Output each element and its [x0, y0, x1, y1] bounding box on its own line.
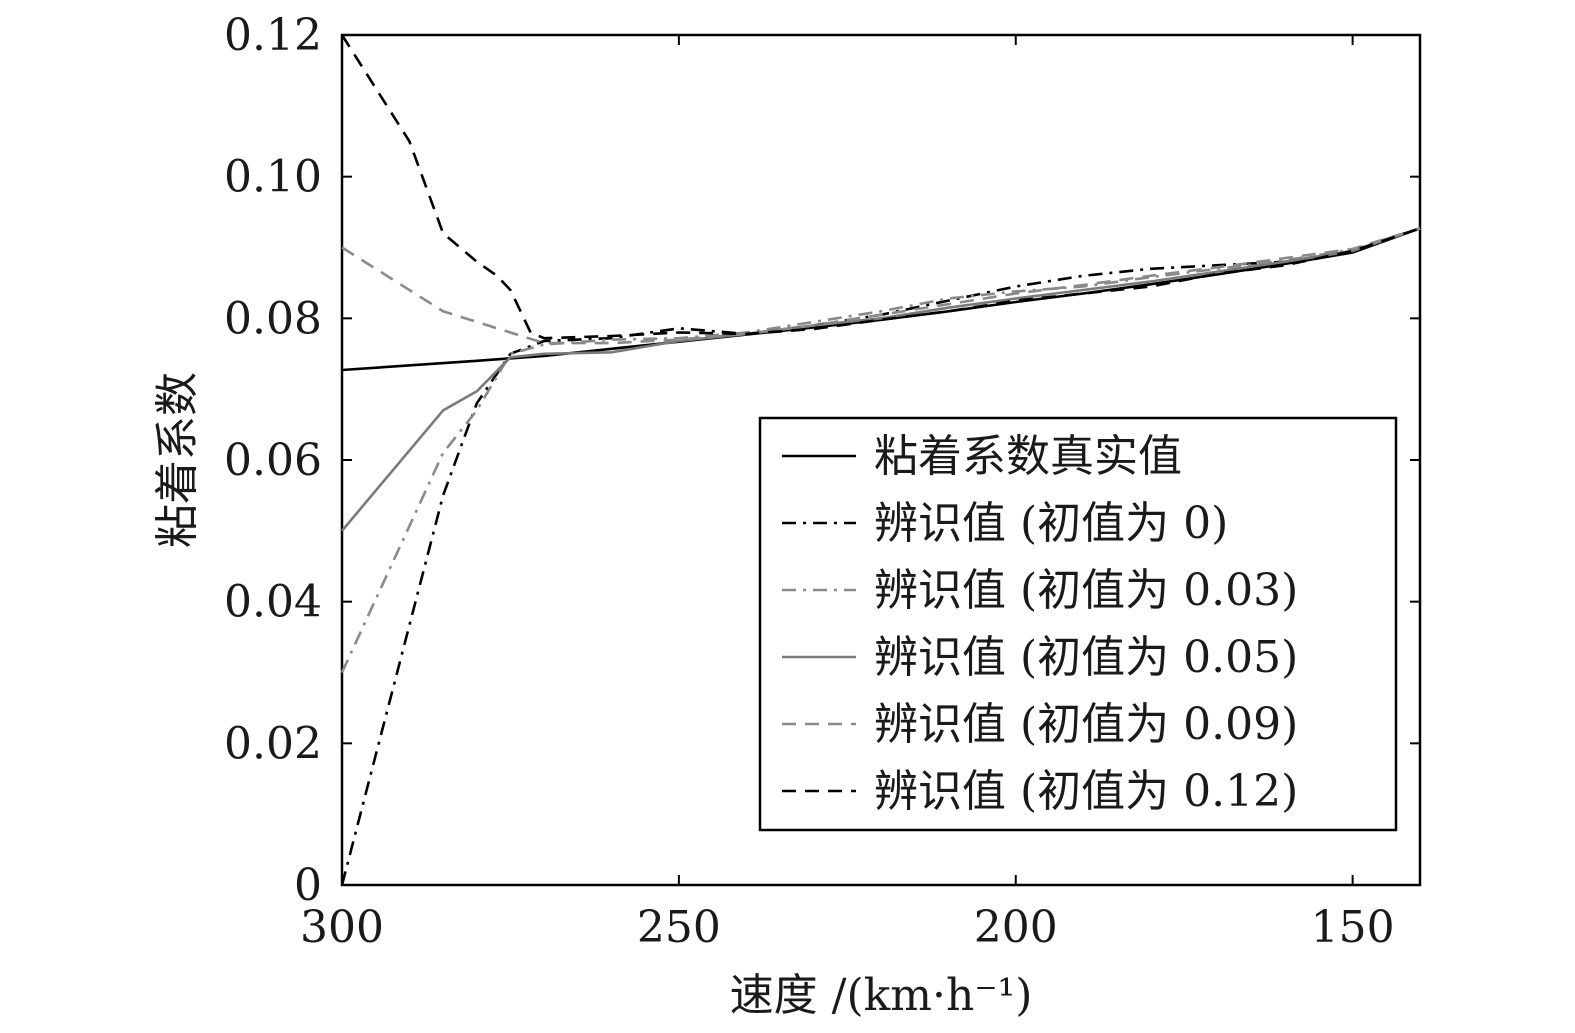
y-axis-title: 粘着系数: [152, 372, 203, 548]
y-tick-label: 0.04: [224, 577, 322, 628]
y-axis: 0 0.02 0.04 0.06 0.08 0.10 0.12: [224, 10, 1420, 911]
x-tick-label: 150: [1311, 902, 1395, 953]
series-line-0: [341, 227, 1421, 372]
x-tick-label: 200: [974, 902, 1058, 953]
x-axis-title: 速度 /(km·h⁻¹): [730, 970, 1033, 1021]
x-tick-label: 300: [300, 902, 384, 953]
legend-label-2: 辨识值 (初值为 0.03): [874, 565, 1298, 616]
series-line-3: [341, 227, 1421, 532]
legend-box: [758, 416, 1398, 832]
x-axis: 300 250 200 150: [300, 35, 1395, 953]
legend-label-5: 辨识值 (初值为 0.12): [874, 766, 1298, 817]
legend-label-3: 辨识值 (初值为 0.05): [874, 632, 1298, 683]
series-line-5: [340, 34, 1421, 340]
legend-label-0: 粘着系数真实值: [874, 431, 1182, 482]
x-tick-label: 250: [637, 902, 721, 953]
y-tick-label: 0.06: [224, 435, 322, 486]
legend-label-4: 辨识值 (初值为 0.09): [874, 699, 1298, 750]
y-tick-label: 0.10: [224, 152, 322, 203]
y-tick-label: 0.12: [224, 10, 322, 61]
y-tick-label: 0.08: [224, 293, 322, 344]
y-tick-label: 0.02: [224, 718, 322, 769]
series-layer: [340, 34, 1421, 886]
y-tick-label: 0: [294, 860, 322, 911]
legend-label-1: 辨识值 (初值为 0): [874, 498, 1228, 549]
series-line-4: [341, 227, 1421, 345]
